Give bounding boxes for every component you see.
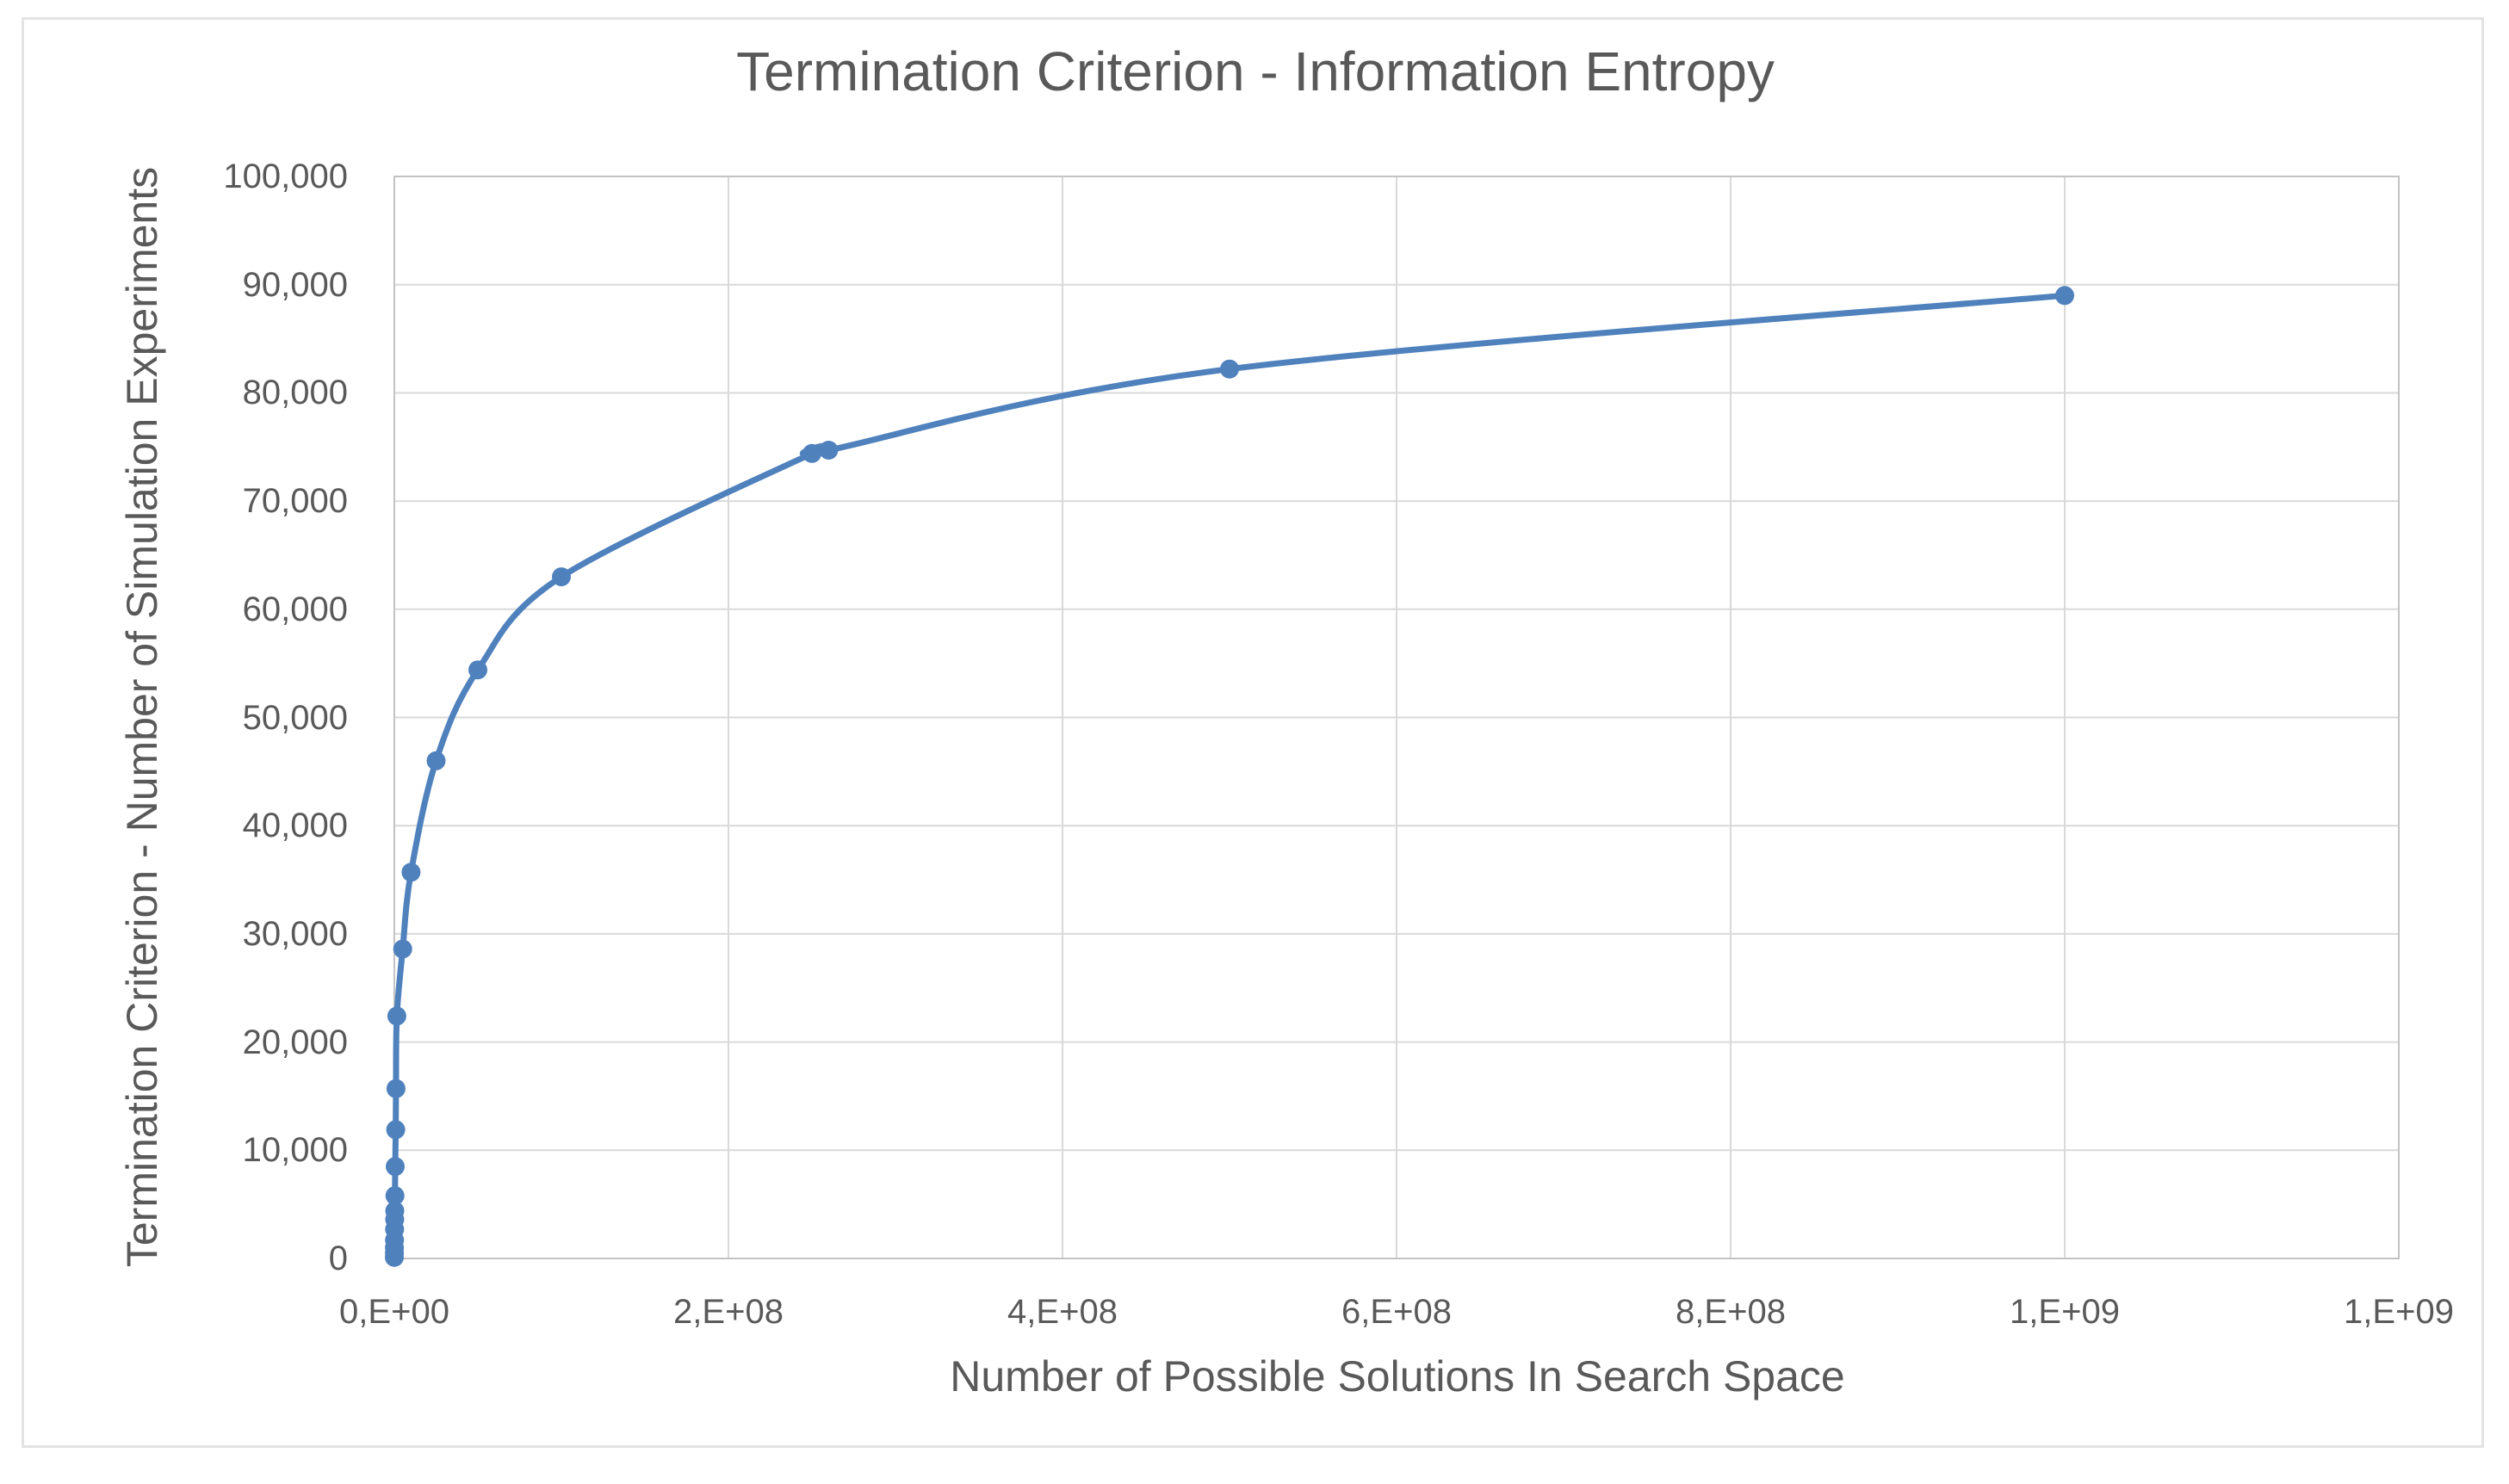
y-tick-label: 30,000 xyxy=(242,914,348,953)
data-point-marker xyxy=(386,1157,405,1177)
y-tick-label: 20,000 xyxy=(242,1023,348,1061)
data-point-marker xyxy=(1220,359,1239,379)
data-point-marker xyxy=(468,660,487,680)
data-point-marker xyxy=(552,567,571,587)
x-axis-title: Number of Possible Solutions In Search S… xyxy=(950,1352,1845,1401)
chart-title: Termination Criterion - Information Entr… xyxy=(736,40,1775,102)
data-point-marker xyxy=(2055,286,2074,306)
y-tick-label: 80,000 xyxy=(242,374,348,412)
y-tick-label: 10,000 xyxy=(242,1131,348,1170)
x-tick-label: 0,E+00 xyxy=(339,1293,449,1331)
data-point-marker xyxy=(387,1006,406,1026)
data-point-marker xyxy=(386,1120,406,1140)
plot-border xyxy=(393,176,2400,1259)
data-point-marker xyxy=(819,441,839,460)
series-line xyxy=(391,292,2068,1261)
y-tick-label: 100,000 xyxy=(223,158,348,195)
x-tick-label: 6,E+08 xyxy=(1341,1293,1452,1331)
data-point-marker xyxy=(385,1186,405,1206)
data-point-marker xyxy=(393,939,412,959)
y-tick-label: 0 xyxy=(328,1240,348,1277)
data-point-marker xyxy=(386,1079,406,1098)
y-tick-label: 50,000 xyxy=(242,698,348,737)
data-point-marker xyxy=(426,751,446,770)
data-point-marker xyxy=(385,1201,405,1221)
chart-frame xyxy=(22,17,2484,1448)
y-tick-label: 60,000 xyxy=(242,590,348,628)
data-point-marker xyxy=(401,863,421,882)
x-tick-label: 4,E+08 xyxy=(1007,1293,1118,1331)
x-tick-label: 8,E+08 xyxy=(1676,1293,1786,1331)
data-point-marker xyxy=(802,443,821,463)
y-tick-label: 40,000 xyxy=(242,807,348,845)
x-tick-label: 1,E+09 xyxy=(2344,1293,2454,1331)
x-tick-label: 1,E+09 xyxy=(2010,1293,2120,1331)
y-tick-label: 90,000 xyxy=(242,265,348,304)
x-tick-label: 2,E+08 xyxy=(673,1293,784,1331)
y-tick-label: 70,000 xyxy=(242,482,348,521)
